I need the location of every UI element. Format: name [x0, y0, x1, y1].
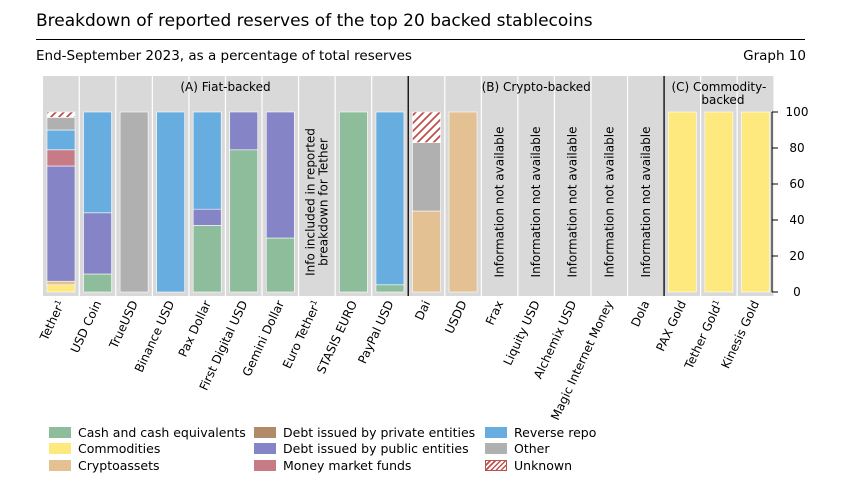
x-tick-label-trueusd: TrueUSD [106, 298, 141, 351]
bar-segment-dai-crypto [412, 210, 441, 293]
y-tick-label: 80 [789, 141, 804, 155]
legend-swatch [485, 459, 507, 471]
legend-item-other: Other [485, 441, 550, 457]
x-tick-label-pax-dollar: Pax Dollar [176, 298, 214, 359]
bar-note: Info included in reportedbreakdown for T… [303, 128, 330, 276]
graph-number: Graph 10 [743, 48, 806, 64]
legend-item-repo: Reverse repo [485, 424, 596, 440]
bar-segment-dai-other [412, 142, 441, 212]
legend-label: Cash and cash equivalents [78, 424, 246, 440]
bar-segment-tether-crypto [46, 280, 76, 286]
y-tick-label: 100 [786, 105, 809, 119]
bar-segment-trueusd-other [119, 111, 149, 293]
title-rule [36, 39, 805, 40]
legend-swatch [254, 426, 276, 438]
x-tick-label-kinesis-gold: Kinesis Gold [718, 298, 762, 370]
legend-item-unknown: Unknown [485, 457, 572, 473]
bar-segment-usd-coin-public_debt [83, 212, 112, 275]
bar-segment-paypal-usd-cash [375, 284, 405, 293]
x-tick-label-dai: Dai [412, 298, 433, 322]
x-tick-label-paypal-usd: PayPal USD [355, 298, 396, 366]
panel-header: (C) Commodity-backed [671, 80, 766, 107]
legend-swatch [485, 426, 507, 438]
legend-label: Money market funds [283, 457, 412, 473]
x-tick-label-frax: Frax [483, 298, 506, 327]
bar-segment-tether-other [46, 117, 76, 131]
bar-note: Information not available [602, 127, 616, 278]
legend-label: Commodities [78, 441, 161, 456]
y-tick-label: 40 [789, 213, 804, 227]
legend-item-public_debt: Debt issued by public entities [254, 441, 469, 457]
legend-label: Unknown [514, 457, 573, 473]
legend-label: Cryptoassets [78, 457, 160, 473]
x-tick-label-tether: Tether1 [37, 298, 68, 343]
bar-segment-gemini-dollar-cash [265, 237, 295, 293]
legend-swatch [485, 443, 507, 454]
x-tick-label-liquity-usd: Liquity USD [501, 298, 543, 367]
bar-note: Information not available [639, 127, 653, 278]
bar-segment-tether-public_debt [46, 165, 76, 282]
bar-segment-tether-gold-commodities [704, 111, 734, 293]
x-tick-label-usd-coin: USD Coin [68, 298, 104, 355]
panel-header: (A) Fiat-backed [180, 80, 270, 94]
bar-segment-binance-usd-repo [156, 111, 185, 293]
y-tick-label: 0 [793, 285, 801, 299]
legend-item-commodities: Commodities [49, 441, 160, 457]
bar-segment-usd-coin-cash [83, 273, 112, 293]
y-tick-label: 20 [789, 249, 804, 263]
bar-segment-pax-dollar-repo [192, 111, 222, 210]
legend-swatch [49, 426, 71, 438]
bar-note: Information not available [566, 127, 580, 278]
legend-swatch [49, 443, 71, 454]
bar-segment-usdd-crypto [448, 111, 478, 293]
x-tick-label-stasis-euro: STASIS EURO [314, 298, 360, 375]
bar-segment-pax-dollar-public_debt [192, 208, 222, 226]
legend-swatch [254, 443, 276, 454]
x-tick-label-tether-gold: Tether Gold1 [681, 298, 725, 372]
x-tick-label-euro-tether: Euro Tether1 [280, 298, 324, 370]
bar-segment-kinesis-gold-commodities [741, 111, 770, 293]
bar-segment-gemini-dollar-public_debt [265, 111, 295, 239]
x-tick-label-dola: Dola [628, 298, 652, 329]
x-tick-label-pax-gold: PAX Gold [653, 298, 689, 353]
legend-item-private_debt: Debt issued by private entities [254, 424, 475, 440]
bar-segment-dai-unknown [412, 111, 441, 143]
legend-label: Debt issued by public entities [283, 441, 469, 456]
bar-segment-tether-unknown [46, 111, 76, 118]
bar-segment-paypal-usd-repo [375, 111, 405, 286]
bar-segment-stasis-euro-cash [339, 111, 368, 293]
legend-label: Other [514, 441, 550, 456]
legend-item-crypto: Cryptoassets [49, 457, 160, 473]
bar-segment-usd-coin-repo [83, 111, 112, 214]
y-tick-label: 60 [789, 177, 804, 191]
chart-title: Breakdown of reported reserves of the to… [36, 11, 593, 31]
bar-segment-pax-gold-commodities [668, 111, 697, 293]
bar-note: Information not available [529, 127, 543, 278]
legend-item-mmf: Money market funds [254, 457, 411, 473]
bar-segment-tether-repo [46, 129, 76, 151]
panel-header: (B) Crypto-backed [482, 80, 591, 94]
bar-segment-tether-commodities [46, 284, 76, 293]
legend-item-cash: Cash and cash equivalents [49, 424, 246, 440]
legend-label: Debt issued by private entities [283, 424, 476, 440]
legend-swatch [49, 459, 71, 471]
bar-segment-first-digital-usd-public_debt [229, 111, 259, 151]
x-tick-label-binance-usd: Binance USD [132, 298, 177, 374]
legend-swatch [254, 459, 276, 471]
bar-note: Information not available [493, 127, 507, 278]
legend-label: Reverse repo [514, 424, 597, 440]
x-tick-label-usdd: USDD [442, 298, 469, 336]
chart-subtitle: End-September 2023, as a percentage of t… [36, 48, 412, 64]
bar-segment-pax-dollar-cash [192, 225, 222, 293]
bar-segment-tether-mmf [46, 149, 76, 167]
bar-segment-first-digital-usd-cash [229, 149, 259, 293]
